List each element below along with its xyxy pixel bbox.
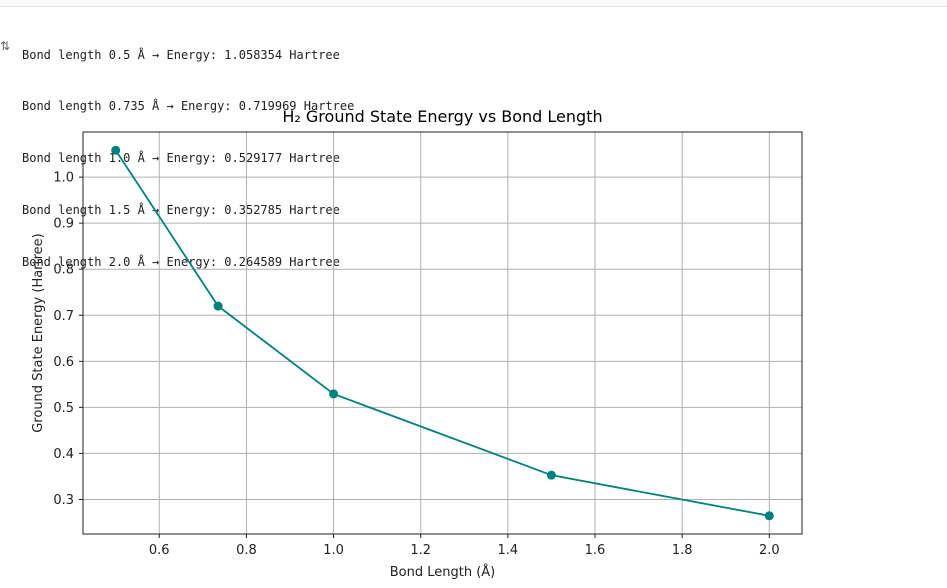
output-line: Bond length 1.5 Å → Energy: 0.352785 Har… [22,203,340,218]
x-tick-label: 1.0 [323,543,344,558]
energy-chart: 0.6 0.8 1.0 1.2 1.4 1.6 1.8 2.0 0.3 0.4 0.5 0.6 0.7… [31,107,803,580]
data-point [213,301,223,311]
y-tick-label: 1.0 [53,171,74,186]
y-tick-label: 0.6 [53,355,74,370]
plot-area [82,131,803,535]
series-group [111,145,774,521]
y-tick-label: 0.9 [53,217,74,232]
x-axis-ticks: 0.6 0.8 1.0 1.2 1.4 1.6 1.8 2.0 [149,534,780,558]
y-axis-label: Ground State Energy (Hartree) [31,233,46,433]
output-line: Bond length 0.5 Å → Energy: 1.058354 Har… [22,47,340,62]
series-line [114,149,770,517]
output-line: Bond length 0.735 Å → Energy: 0.719969 H… [22,99,355,114]
y-tick-label: 0.5 [53,401,74,416]
output-line: Bond length 2.0 Å → Energy: 0.264589 Har… [22,255,340,270]
x-tick-label: 1.8 [672,543,693,558]
y-tick-label: 0.8 [53,263,74,278]
y-axis-ticks: 0.3 0.4 0.5 0.6 0.7 0.8 0.9 1.0 [53,171,83,508]
output-toggle-icon[interactable]: ⇅ [0,39,11,53]
y-tick-label: 0.7 [53,309,74,324]
x-tick-label: 2.0 [759,543,780,558]
x-tick-label: 0.6 [149,543,170,558]
data-point [546,470,556,480]
cell-top-border [0,0,947,7]
x-tick-label: 1.4 [498,543,519,558]
x-tick-label: 0.8 [236,543,257,558]
x-tick-label: 1.6 [585,543,606,558]
data-point [329,389,339,399]
data-point [764,511,774,521]
cell-output-text: Bond length 0.5 Å → Energy: 1.058354 Har… [22,12,354,289]
grid-lines [83,132,802,534]
output-line: Bond length 1.0 Å → Energy: 0.529177 Har… [22,151,340,166]
chart-title: H₂ Ground State Energy vs Bond Length [282,107,602,126]
y-tick-label: 0.4 [53,447,74,462]
x-tick-label: 1.2 [410,543,431,558]
x-axis-label: Bond Length (Å) [390,564,496,580]
y-tick-label: 0.3 [53,493,74,508]
data-point [111,145,121,155]
